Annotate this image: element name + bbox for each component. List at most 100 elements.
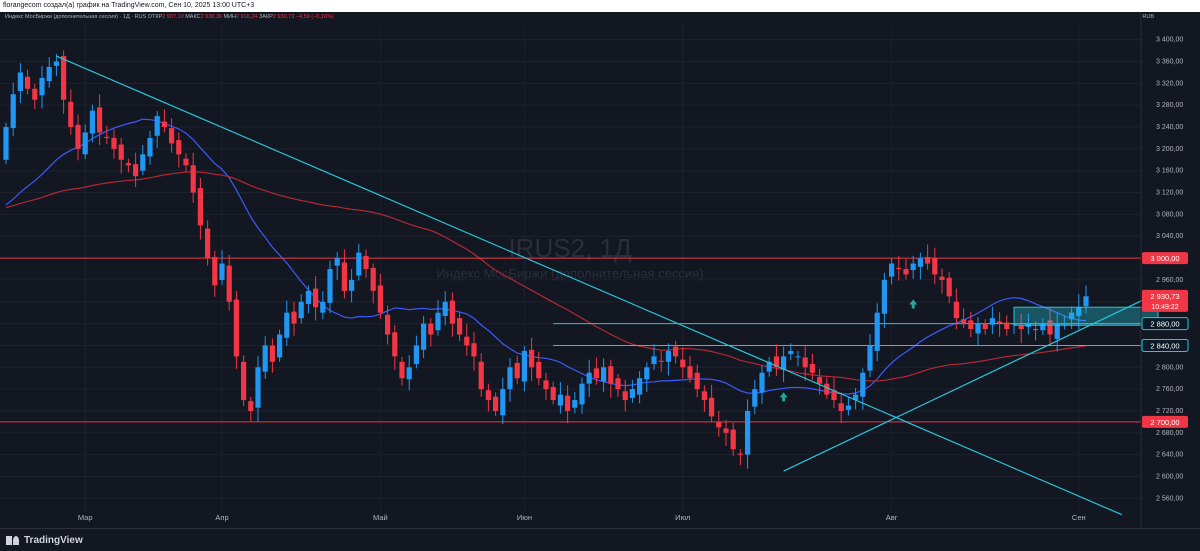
footer: TradingView (0, 528, 1200, 551)
candle-body (233, 299, 239, 357)
candles (3, 50, 1089, 469)
tradingview-icon (6, 536, 20, 545)
candle-body (1047, 320, 1053, 335)
tradingview-logo[interactable]: TradingView (6, 535, 83, 546)
candle-body (341, 262, 347, 291)
candle-body (874, 312, 880, 351)
candle-body (197, 188, 203, 226)
price-tick-label: 3 280,00 (1156, 102, 1183, 109)
candle-body (536, 361, 542, 379)
candle-body (485, 390, 491, 401)
last-price-label: 2 930,73 (1150, 292, 1179, 301)
candle-body (262, 345, 268, 372)
candle-body (637, 378, 643, 395)
price-tick-label: 2 560,00 (1156, 495, 1183, 502)
candle-body (1033, 329, 1039, 331)
high-label: МАКС (185, 14, 201, 20)
price-tick-label: 3 400,00 (1156, 37, 1183, 44)
candle-body (687, 366, 693, 379)
candle-body (125, 163, 131, 166)
time-tick-label: Июн (517, 513, 532, 522)
candle-body (939, 276, 945, 280)
candle-body (694, 372, 700, 390)
candle-body (737, 453, 743, 455)
candle-body (457, 318, 463, 335)
candle-body (716, 421, 722, 428)
candle-body (89, 110, 95, 134)
time-tick-label: Сен (1072, 513, 1086, 522)
time-tick-label: Авг (886, 513, 898, 522)
candle-body (313, 288, 319, 308)
currency-label[interactable]: RUB (1142, 14, 1154, 20)
price-tick-label: 3 240,00 (1156, 124, 1183, 131)
candle-body (982, 323, 988, 330)
candle-body (867, 345, 873, 371)
price-tick-label: 2 640,00 (1156, 452, 1183, 459)
ma-fast-line (5, 118, 1087, 395)
candle-body (601, 367, 607, 382)
candle-body (925, 256, 931, 264)
candle-body (32, 88, 38, 100)
level-price-label: 3 000,00 (1150, 254, 1179, 263)
candle-body (104, 136, 110, 138)
candle-body (17, 72, 23, 91)
candle-body (284, 312, 290, 338)
candle-body (1069, 312, 1075, 320)
candle-body (169, 128, 175, 144)
candle-body (46, 66, 52, 82)
candle-body (449, 300, 455, 324)
candle-body (644, 367, 650, 380)
time-tick-label: Июл (675, 513, 690, 522)
open-value: 2 937,10 (162, 14, 184, 20)
candle-body (25, 76, 31, 89)
candle-body (219, 263, 225, 280)
candle-body (1083, 296, 1089, 307)
candle-body (788, 350, 794, 355)
low-label: МИН (223, 14, 237, 20)
candle-body (61, 56, 67, 100)
time-tick-label: Мар (78, 513, 93, 522)
candle-body (759, 372, 765, 393)
candle-body (507, 367, 513, 390)
candle-body (730, 429, 736, 450)
candle-body (118, 144, 124, 160)
candle-body (442, 301, 448, 316)
candle-body (629, 389, 635, 398)
candle-body (413, 345, 419, 365)
candle-body (615, 378, 621, 390)
candle-body (140, 154, 146, 171)
candle-body (406, 367, 412, 380)
candle-body (831, 390, 837, 401)
candle-body (1054, 323, 1060, 339)
candle-body (39, 77, 45, 96)
candle-body (248, 401, 254, 411)
level-price-tag (1141, 338, 1189, 352)
candle-body (205, 228, 211, 259)
candle-body (111, 137, 117, 149)
symbol-info-bar: Индекс МосБиржи (дополнительная сессия) … (5, 14, 334, 20)
candle-body (53, 61, 59, 66)
ma-slow-line (5, 171, 1087, 382)
candle-body (723, 428, 729, 433)
candle-body (989, 318, 995, 325)
level-price-label: 2 880,00 (1150, 320, 1179, 329)
candle-body (385, 314, 391, 335)
candle-body (680, 359, 686, 368)
candle-body (291, 311, 297, 324)
candle-body (651, 356, 657, 365)
level-price-tag (1141, 317, 1189, 331)
close-label: ЗАКР (258, 14, 273, 20)
candle-body (622, 391, 628, 401)
candle-body (946, 277, 952, 297)
symbol-name: Индекс МосБиржи (дополнительная сессия) … (5, 14, 147, 20)
candle-body (953, 301, 959, 319)
candle-body (845, 405, 851, 410)
candle-body (255, 367, 261, 408)
candle-body (565, 395, 571, 411)
price-tick-label: 2 960,00 (1156, 277, 1183, 284)
candle-body (464, 336, 470, 346)
price-tick-label: 3 200,00 (1156, 146, 1183, 153)
candle-body (766, 361, 772, 372)
